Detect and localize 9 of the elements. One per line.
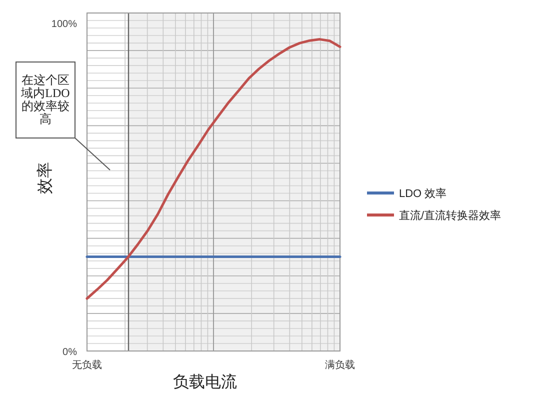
legend-label: 直流/直流转换器效率 (399, 209, 502, 222)
y-axis-title: 效率 (36, 162, 54, 194)
legend-label: LDO 效率 (399, 187, 447, 200)
text: 在这个区域内LDO的效率较高 (20, 73, 71, 126)
y-tick-label: 100% (51, 18, 78, 30)
y-tick-label: 0% (62, 347, 78, 358)
x-axis-title: 负载电流 (173, 373, 237, 391)
x-tick-label: 满负载 (325, 359, 355, 371)
x-tick-label: 无负载 (72, 359, 102, 371)
